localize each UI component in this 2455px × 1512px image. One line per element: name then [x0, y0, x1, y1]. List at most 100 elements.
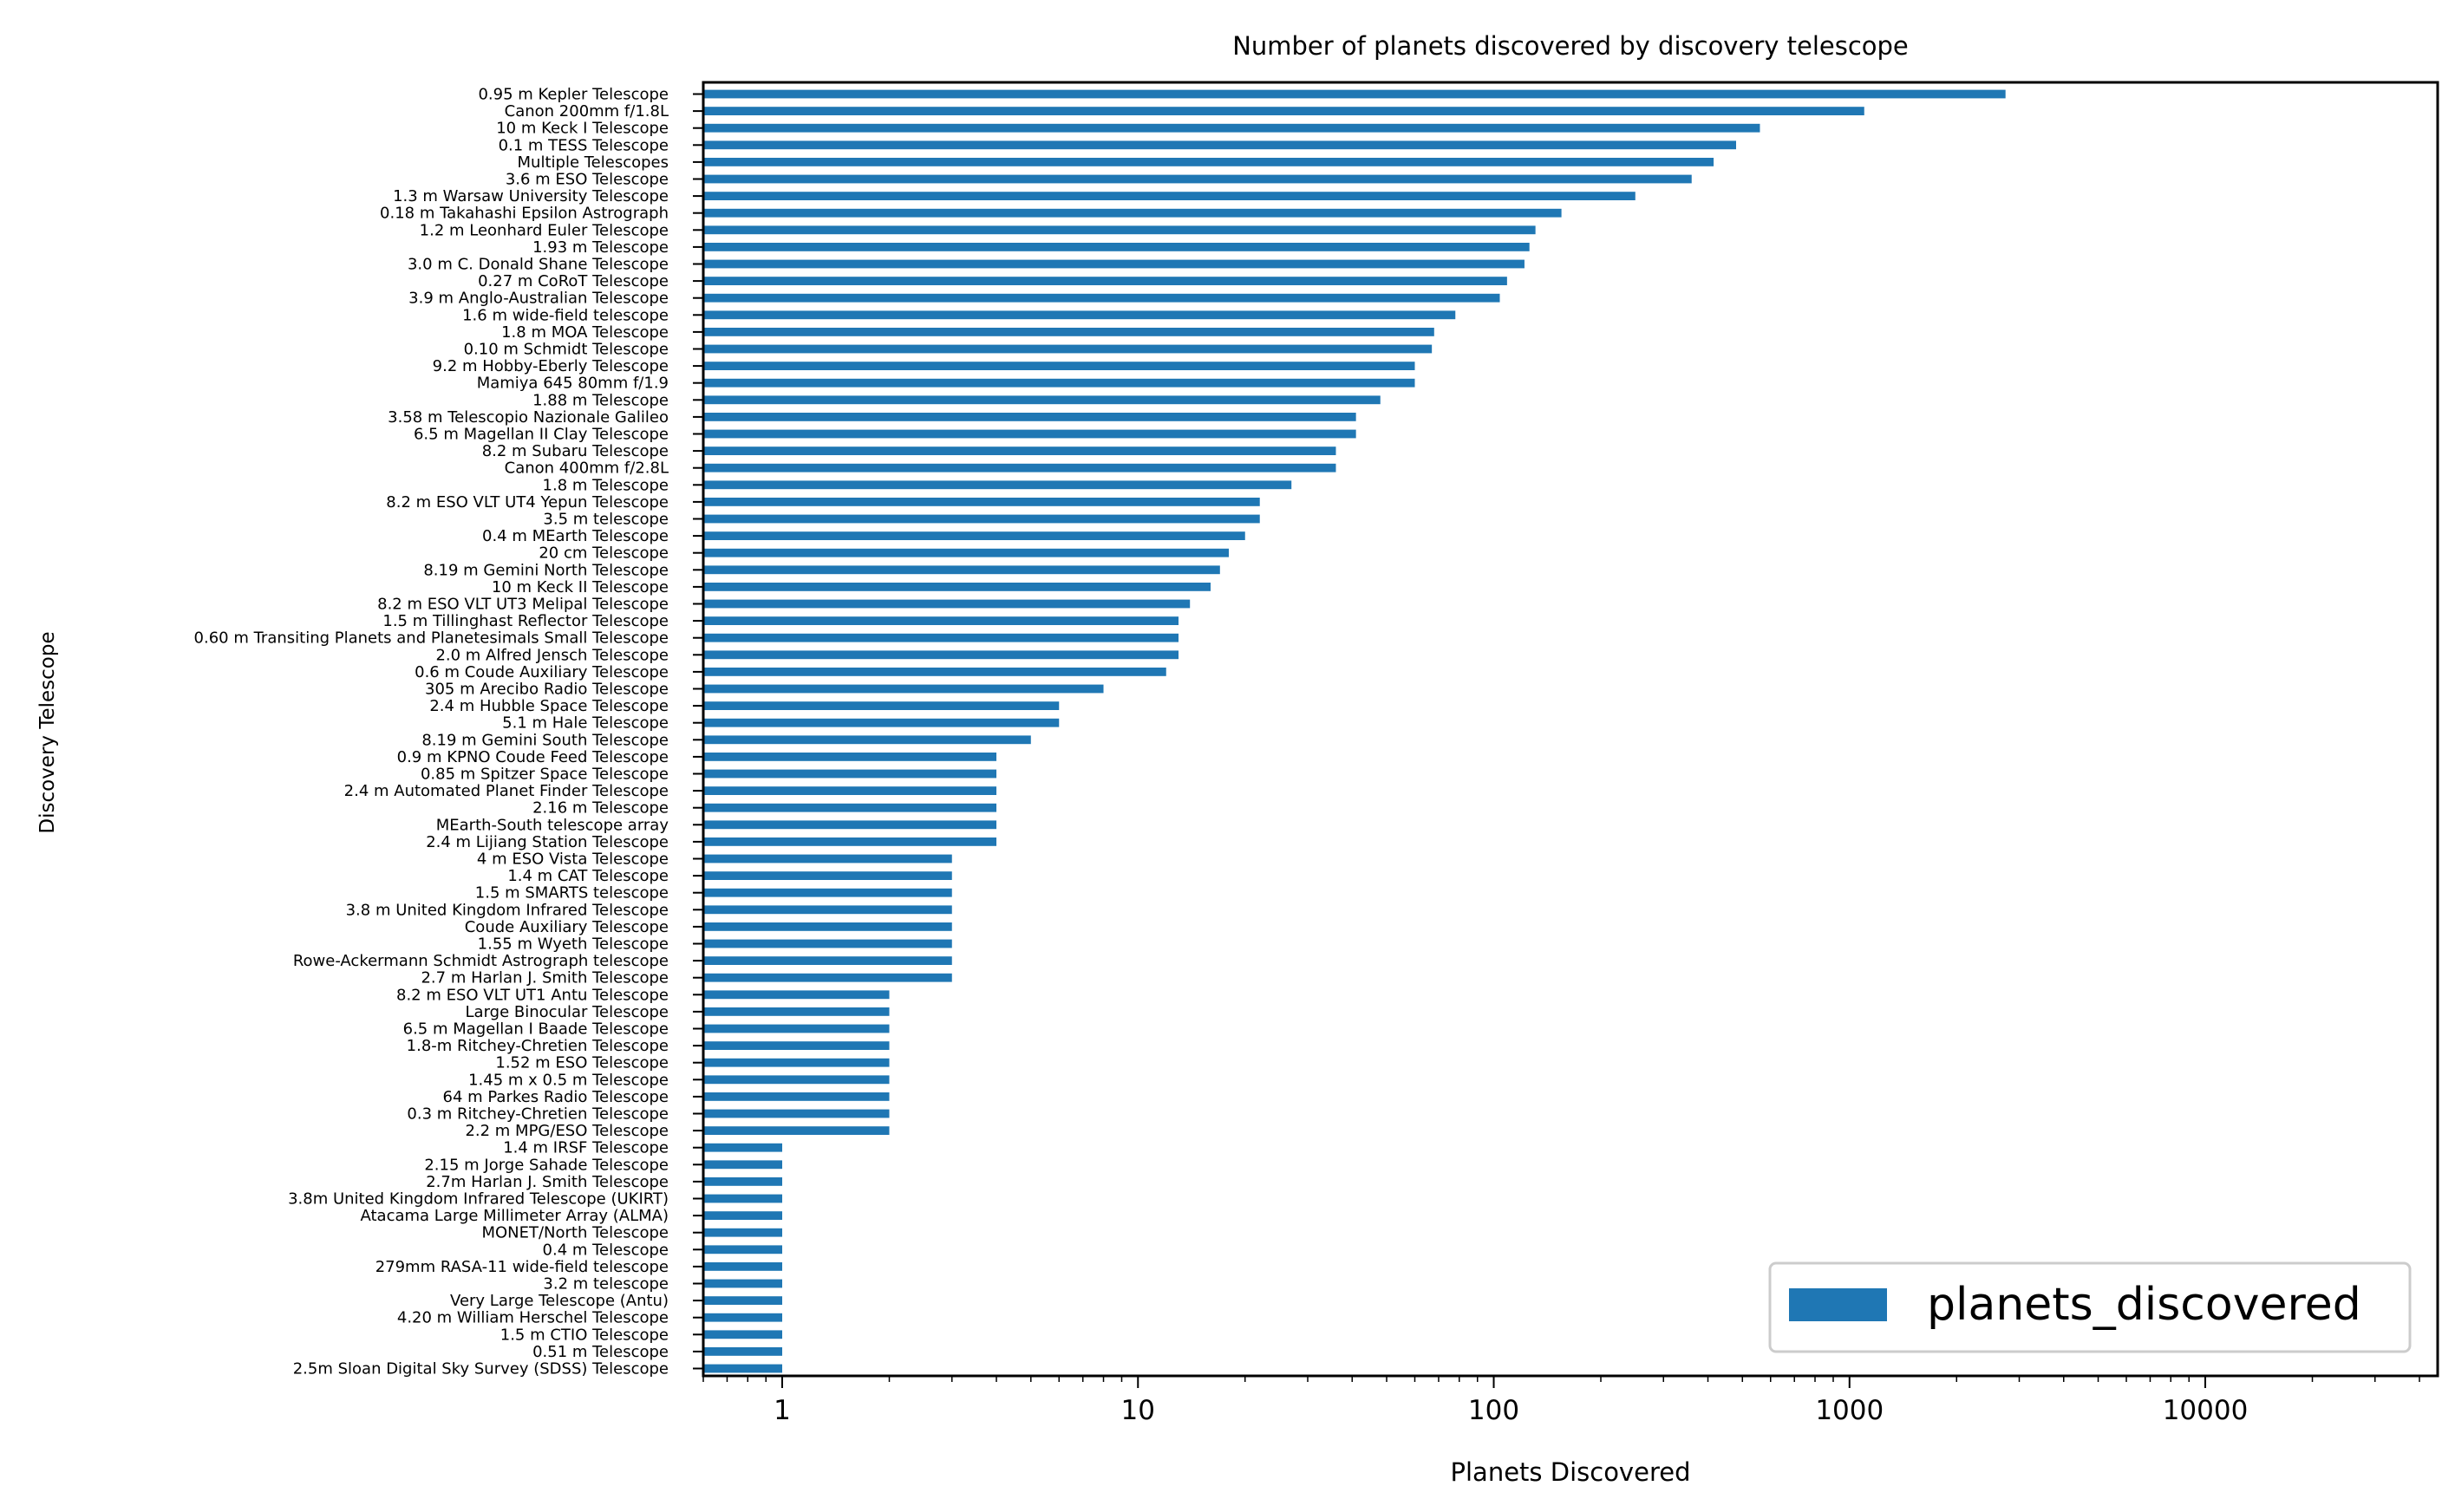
y-tick-label: 4 m ESO Vista Telescope — [477, 850, 669, 869]
bar — [703, 837, 997, 846]
y-tick-label: Multiple Telescopes — [518, 153, 669, 172]
y-tick-label: 3.58 m Telescopio Nazionale Galileo — [388, 408, 669, 427]
x-tick-label: 100 — [1468, 1395, 1519, 1426]
bar — [703, 922, 952, 931]
bar — [703, 599, 1191, 609]
bar — [703, 616, 1179, 625]
y-tick-label: 1.8-m Ritchey-Chretien Telescope — [407, 1037, 669, 1055]
bar — [703, 1313, 783, 1322]
y-tick-label: Mamiya 645 80mm f/1.9 — [477, 375, 669, 393]
bar — [703, 701, 1060, 710]
bar — [703, 1347, 783, 1356]
y-tick-label: 4.20 m William Herschel Telescope — [397, 1309, 669, 1327]
y-tick-label: 1.55 m Wyeth Telescope — [478, 935, 669, 954]
y-tick-label: 8.2 m ESO VLT UT3 Melipal Telescope — [377, 596, 669, 614]
bars-group — [703, 89, 2006, 1373]
bar — [703, 225, 1536, 235]
bar — [703, 1296, 783, 1305]
bar — [703, 854, 952, 864]
y-tick-label: 1.2 m Leonhard Euler Telescope — [420, 221, 669, 239]
x-tick-label: 1000 — [1815, 1395, 1884, 1426]
bar — [703, 1041, 890, 1050]
bar — [703, 565, 1220, 575]
y-tick-label: 1.6 m wide-field telescope — [462, 306, 669, 324]
x-axis-label: Planets Discovered — [1451, 1457, 1691, 1487]
y-tick-label: Coude Auxiliary Telescope — [465, 918, 669, 936]
bar — [703, 786, 997, 795]
bar — [703, 531, 1245, 540]
y-tick-label: 1.5 m CTIO Telescope — [500, 1326, 669, 1344]
legend-series-label: planets_discovered — [1927, 1279, 2361, 1331]
y-tick-label: 3.6 m ESO Telescope — [506, 171, 669, 189]
y-tick-label: Very Large Telescope (Antu) — [450, 1292, 669, 1310]
bar — [703, 888, 952, 897]
y-tick-label: 20 cm Telescope — [539, 544, 669, 563]
y-tick-label: 2.15 m Jorge Sahade Telescope — [424, 1156, 669, 1174]
y-tick-label: 3.0 m C. Donald Shane Telescope — [408, 256, 669, 274]
bar — [703, 583, 1211, 591]
bar — [703, 650, 1179, 660]
chart-title: Number of planets discovered by discover… — [1232, 31, 1909, 61]
bar — [703, 514, 1260, 524]
legend-box — [1768, 1261, 2412, 1353]
bar — [703, 735, 1031, 745]
bar — [703, 1126, 890, 1135]
bar — [703, 1024, 890, 1033]
y-tick-label: 1.52 m ESO Telescope — [495, 1054, 669, 1072]
bar — [703, 753, 997, 761]
bar — [703, 1262, 783, 1271]
bar — [703, 293, 1500, 303]
bar — [703, 378, 1415, 388]
y-tick-label: 2.2 m MPG/ESO Telescope — [465, 1122, 669, 1140]
y-tick-label: 0.4 m MEarth Telescope — [482, 527, 669, 545]
y-tick-label: 0.6 m Coude Auxiliary Telescope — [415, 663, 669, 681]
y-tick-label: 64 m Parkes Radio Telescope — [443, 1088, 669, 1106]
bar — [703, 480, 1292, 490]
bar — [703, 1007, 890, 1016]
bar — [703, 192, 1636, 200]
bar — [703, 548, 1229, 557]
y-tick-label: 279mm RASA-11 wide-field telescope — [375, 1258, 669, 1276]
bar — [703, 803, 997, 812]
x-tick-label: 1 — [774, 1395, 791, 1426]
bar — [703, 413, 1356, 421]
bar — [703, 939, 952, 948]
y-tick-label: 1.5 m SMARTS telescope — [475, 884, 669, 903]
bar — [703, 208, 1562, 218]
bar — [703, 310, 1456, 320]
bar — [703, 1279, 783, 1288]
y-tick-label: 2.4 m Hubble Space Telescope — [429, 697, 669, 715]
y-tick-label: Canon 200mm f/1.8L — [505, 102, 669, 121]
bar — [703, 905, 952, 915]
y-tick-label: 1.88 m Telescope — [532, 391, 669, 409]
y-tick-label: 2.4 m Automated Planet Finder Telescope — [344, 782, 669, 800]
y-tick-label: 2.7 m Harlan J. Smith Telescope — [421, 969, 669, 987]
bar — [703, 1194, 783, 1203]
y-tick-label: 2.0 m Alfred Jensch Telescope — [435, 646, 669, 664]
bar — [703, 174, 1692, 184]
y-tick-label: 9.2 m Hobby-Eberly Telescope — [433, 357, 669, 375]
x-tick-label: 10000 — [2163, 1395, 2249, 1426]
y-axis-label: Discovery Telescope — [36, 631, 59, 833]
bar — [703, 668, 1166, 676]
y-tick-label: Canon 400mm f/2.8L — [505, 459, 669, 478]
bar — [703, 684, 1104, 694]
y-tick-label: Rowe-Ackermann Schmidt Astrograph telesc… — [293, 952, 669, 970]
y-tick-label: 0.1 m TESS Telescope — [499, 136, 669, 154]
bar — [703, 446, 1336, 455]
y-tick-label: 8.2 m ESO VLT UT1 Antu Telescope — [396, 986, 669, 1004]
bar — [703, 140, 1736, 150]
bar — [703, 498, 1260, 506]
bar — [703, 633, 1179, 642]
y-tick-label: Large Binocular Telescope — [466, 1003, 669, 1021]
y-tick-label: 3.8 m United Kingdom Infrared Telescope — [346, 901, 669, 919]
bar — [703, 395, 1381, 405]
y-tick-label: 6.5 m Magellan I Baade Telescope — [403, 1020, 669, 1039]
y-tick-label: 10 m Keck I Telescope — [496, 120, 669, 138]
y-tick-label: 1.45 m x 0.5 m Telescope — [468, 1071, 669, 1089]
bar — [703, 89, 2006, 99]
y-tick-label: 0.3 m Ritchey-Chretien Telescope — [407, 1105, 669, 1124]
